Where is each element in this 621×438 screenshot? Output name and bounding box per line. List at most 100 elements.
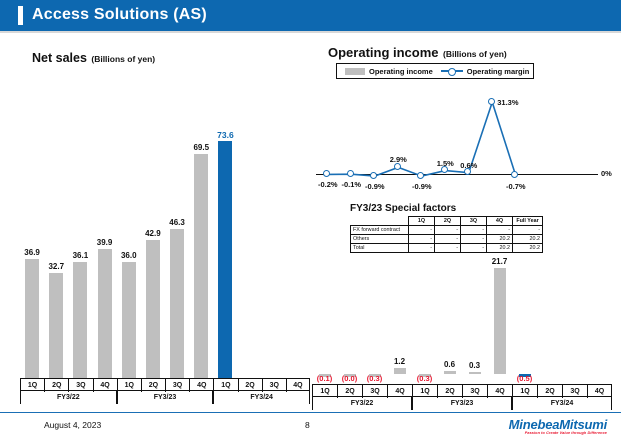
footer-page-number: 8 [305,420,310,430]
legend-item-operating-margin: Operating margin [440,66,530,76]
margin-data-point-marker [511,171,519,179]
axis-quarter-label: 3Q [462,385,487,398]
footer-divider [0,412,621,414]
axis-quarter-label: 4Q [587,385,612,398]
page-header-bar [0,0,621,31]
axis-fiscal-year-label: FY3/24 [512,397,612,410]
special-factors-column-header [350,216,409,226]
special-factors-cell: - [408,234,435,244]
special-factors-cell: - [434,234,461,244]
operating-income-section-title: Operating income (Billions of yen) [328,44,507,62]
margin-data-point-label: -0.1% [341,180,362,190]
axis-quarter-label: 2Q [44,379,68,392]
margin-data-point-marker [464,168,472,176]
net-sales-bar [145,239,160,378]
special-factors-cell: - [434,243,461,253]
axis-quarter-label: 2Q [140,379,165,392]
margin-zero-axis-line [316,174,598,175]
axis-quarter-row: 1Q 2Q 3Q 4Q 1Q 2Q 3Q 4Q 1Q 2Q 3Q 4Q [20,378,310,392]
operating-income-bar-negative [343,374,356,377]
special-factors-cell: - [460,234,487,244]
margin-data-point-label: -0.2% [317,180,338,190]
axis-fiscal-year-row: FY3/22 FY3/23 FY3/24 [20,391,310,404]
net-sales-bar-value-label: 32.7 [48,261,65,271]
special-factors-column-header: Full Year [512,216,543,226]
axis-quarter-label: 4Q [92,379,117,392]
net-sales-bar [97,249,112,378]
operating-income-negative-value-label: (0.3) [416,374,433,383]
margin-data-point-label: -0.9% [411,182,432,192]
table-row: Others - - -20.2 20.2 [350,234,543,244]
special-factors-column-header: 1Q [408,216,435,226]
special-factors-cell: - [408,225,435,235]
axis-quarter-label: 2Q [537,385,562,398]
margin-data-point-label: 1.5% [436,158,454,168]
special-factors-cell: - [486,225,513,235]
operating-income-bar [468,371,481,374]
net-sales-bar [121,261,136,378]
operating-income-bar-negative [318,374,331,377]
operating-income-negative-value-label: (0.5) [516,374,533,383]
axis-quarter-label: 1Q [116,379,141,392]
margin-data-point-label: -0.7% [505,181,526,191]
legend-bar-label: Operating income [369,66,433,76]
axis-quarter-label: 1Q [312,385,337,398]
special-factors-cell: 20.2 [486,243,513,253]
special-factors-title: FY3/23 Special factors [350,203,457,214]
net-sales-bar-value-label: 69.5 [193,142,210,152]
net-sales-bar-value-label: 36.1 [72,250,89,260]
footer-date: August 4, 2023 [44,420,102,430]
special-factors-row-label: FX forward contract [350,225,409,235]
special-factors-cell: - [460,243,487,253]
special-factors-cell: - [460,225,487,235]
operating-margin-line-chart: 0% -0.2% -0.1% -0.9% 2.9% -0.9% 1.5% 0.6% 31.3% -… [310,86,612,196]
axis-quarter-label: 3Q [362,385,387,398]
net-sales-bar-value-label: 73.6 [217,129,234,140]
axis-quarter-label: 3Q [261,379,286,392]
operating-income-title-text: Operating income [328,45,439,60]
table-header-row: 1Q 2Q 3Q 4Q Full Year [350,216,543,226]
net-sales-title-text: Net sales [32,51,87,65]
margin-data-point-marker [393,162,401,170]
logo-tagline-text: Passion to Create Value through Differen… [524,431,607,435]
special-factors-row-label: Total [350,243,409,253]
net-sales-bar-value-label: 39.9 [96,238,113,248]
operating-income-axis: 1Q 2Q 3Q 4Q 1Q 2Q 3Q 4Q 1Q 2Q 3Q 4Q FY3/22 FY3/23 FY3/… [312,384,612,410]
axis-quarter-label: 3Q [68,379,92,392]
legend-bar-swatch-icon [345,67,365,75]
operating-income-negative-value-label: (0.3) [366,374,383,383]
operating-income-bar-value-label: 1.2 [393,357,406,367]
net-sales-bar [25,259,40,378]
special-factors-column-header: 3Q [460,216,487,226]
axis-fiscal-year-label: FY3/22 [20,391,117,404]
margin-data-point-marker [370,171,378,179]
legend-line-label: Operating margin [466,66,530,76]
margin-data-point-label: -0.9% [364,182,385,192]
axis-quarter-label: 1Q [512,385,537,398]
operating-income-bar [493,268,506,374]
header-accent-mark [18,6,23,25]
special-factors-cell: 20.2 [486,234,513,244]
net-sales-bar-value-label: 42.9 [145,228,161,238]
axis-quarter-label: 1Q [412,385,437,398]
axis-quarter-label: 2Q [237,379,262,392]
operating-income-bar-negative [368,374,381,377]
operating-income-bar-value-label: 21.7 [491,257,508,267]
axis-quarter-label: 2Q [337,385,362,398]
axis-fiscal-year-label: FY3/24 [213,391,310,404]
operating-income-legend: Operating income Operating margin [336,63,534,79]
margin-data-point-marker [323,169,331,177]
net-sales-bar-chart: 36.9 32.7 36.1 39.9 36.0 42.9 46.3 69.5 73.6 [20,120,310,378]
net-sales-bar [218,140,233,378]
axis-quarter-label: 4Q [387,385,412,398]
margin-data-point-label: 2.9% [389,155,407,165]
net-sales-bar [194,153,209,378]
table-row: FX forward contract - - - - - [350,225,543,235]
legend-line-marker-icon [440,67,463,76]
net-sales-section-title: Net sales (Billions of yen) [32,49,155,67]
operating-income-bar-negative [418,374,431,377]
special-factors-table-head: 1Q 2Q 3Q 4Q Full Year [350,216,543,226]
operating-income-bar-value-label: 0.3 [468,360,481,370]
net-sales-bar-value-label: 46.3 [169,217,185,227]
margin-data-point-marker [487,97,495,105]
